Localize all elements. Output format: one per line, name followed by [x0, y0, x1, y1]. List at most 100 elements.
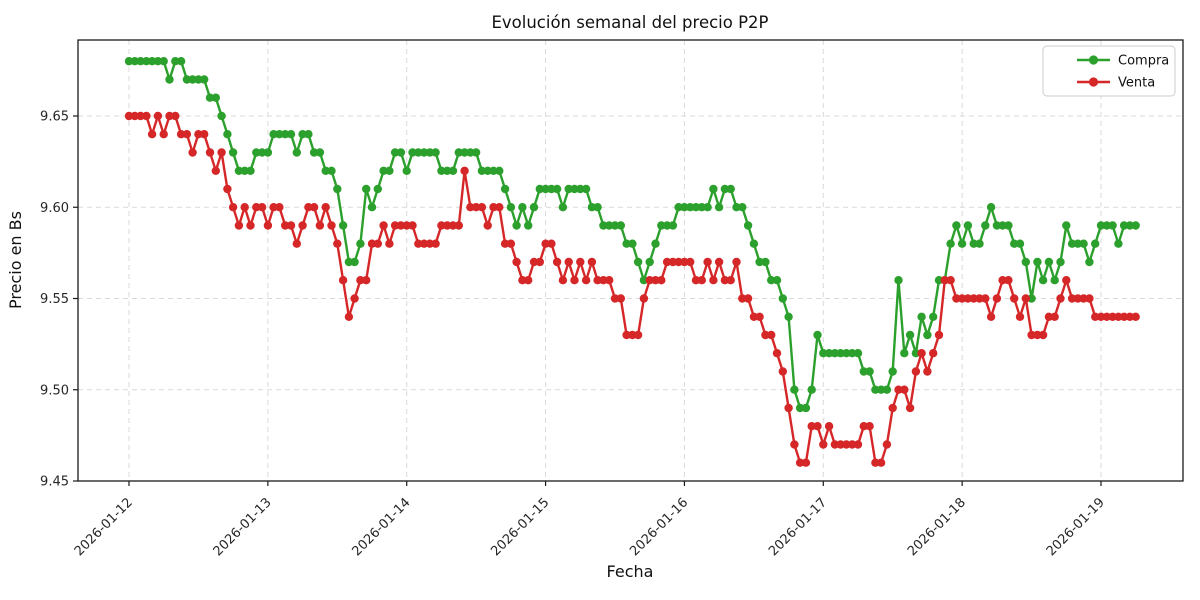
data-point	[1062, 276, 1071, 285]
data-point	[853, 440, 863, 449]
data-point	[859, 422, 868, 431]
data-point	[194, 75, 203, 84]
data-point	[581, 276, 591, 285]
data-point	[807, 422, 816, 431]
data-point	[1021, 257, 1030, 267]
data-point	[674, 257, 683, 267]
data-point	[159, 130, 168, 139]
data-point	[211, 93, 220, 102]
data-point	[188, 148, 197, 157]
data-point	[853, 349, 863, 358]
data-point	[315, 148, 325, 157]
data-point	[477, 203, 487, 212]
data-point	[581, 184, 591, 194]
data-point	[483, 166, 492, 175]
y-tick-label: 9.50	[40, 383, 69, 398]
data-point	[848, 440, 857, 449]
data-point	[275, 203, 284, 212]
data-point	[975, 239, 984, 248]
axis-ticks: 9.45 9.50 9.55 9.60 9.65 2026-01-12 2026-01-13…	[40, 110, 1108, 560]
data-point	[147, 57, 157, 66]
data-point	[876, 385, 886, 394]
data-point	[622, 330, 631, 340]
data-point	[298, 221, 307, 230]
data-point	[1067, 294, 1077, 303]
data-point	[882, 385, 892, 394]
data-point	[471, 203, 481, 212]
data-point	[1033, 257, 1042, 267]
data-point	[414, 239, 423, 248]
data-point	[940, 276, 949, 285]
data-point	[443, 221, 452, 230]
data-point	[246, 221, 255, 230]
data-point	[645, 257, 654, 267]
legend-item-venta: Venta	[1077, 76, 1155, 91]
data-point	[200, 130, 209, 139]
data-point	[888, 403, 897, 413]
data-point	[495, 203, 504, 212]
data-point	[657, 221, 666, 230]
data-point	[228, 148, 238, 157]
data-point	[535, 257, 544, 267]
data-point	[1091, 239, 1100, 248]
data-point	[402, 221, 411, 230]
data-point	[662, 257, 672, 267]
data-point	[674, 203, 683, 212]
data-point	[1079, 294, 1088, 303]
data-point	[824, 422, 834, 431]
data-point	[159, 57, 168, 66]
data-point	[217, 111, 226, 121]
data-point	[651, 276, 660, 285]
data-point	[518, 203, 527, 212]
data-point	[593, 276, 602, 285]
data-point	[1004, 221, 1013, 230]
series-line	[129, 60, 1136, 410]
data-point	[686, 257, 695, 267]
data-point	[772, 276, 782, 285]
data-point	[842, 440, 851, 449]
data-point	[275, 130, 284, 139]
data-point	[367, 203, 377, 212]
y-tick-label: 9.45	[40, 475, 69, 490]
data-point	[743, 221, 753, 230]
data-point	[905, 330, 915, 340]
data-point	[819, 349, 828, 358]
data-point	[130, 111, 139, 121]
x-tick-label: 2026-01-13	[211, 495, 275, 559]
data-point	[986, 312, 996, 321]
data-point	[443, 166, 452, 175]
data-point	[419, 148, 429, 157]
data-point	[1091, 312, 1100, 321]
data-point	[703, 257, 712, 267]
data-point	[223, 130, 232, 139]
data-point	[795, 403, 805, 413]
data-point	[286, 130, 296, 139]
data-point	[500, 239, 510, 248]
x-tick-label: 2026-01-19	[1044, 495, 1108, 559]
data-point	[558, 203, 568, 212]
data-point	[1085, 257, 1094, 267]
data-point	[923, 367, 932, 376]
data-point	[1096, 312, 1106, 321]
data-point	[211, 166, 220, 175]
data-point	[819, 440, 828, 449]
data-point	[431, 148, 440, 157]
data-point	[1021, 294, 1030, 303]
y-tick-label: 9.55	[40, 292, 69, 307]
data-point	[362, 276, 371, 285]
data-point	[506, 239, 516, 248]
data-point	[1050, 276, 1059, 285]
data-point	[292, 239, 301, 248]
data-point	[1015, 312, 1025, 321]
data-point	[124, 111, 134, 121]
data-point	[338, 276, 348, 285]
data-point	[165, 111, 174, 121]
data-point	[1038, 276, 1048, 285]
data-point	[188, 75, 197, 84]
data-point	[836, 440, 845, 449]
x-tick-label: 2026-01-15	[488, 495, 552, 559]
x-axis-label: Fecha	[607, 562, 654, 581]
data-point	[732, 257, 741, 267]
data-point	[657, 276, 666, 285]
